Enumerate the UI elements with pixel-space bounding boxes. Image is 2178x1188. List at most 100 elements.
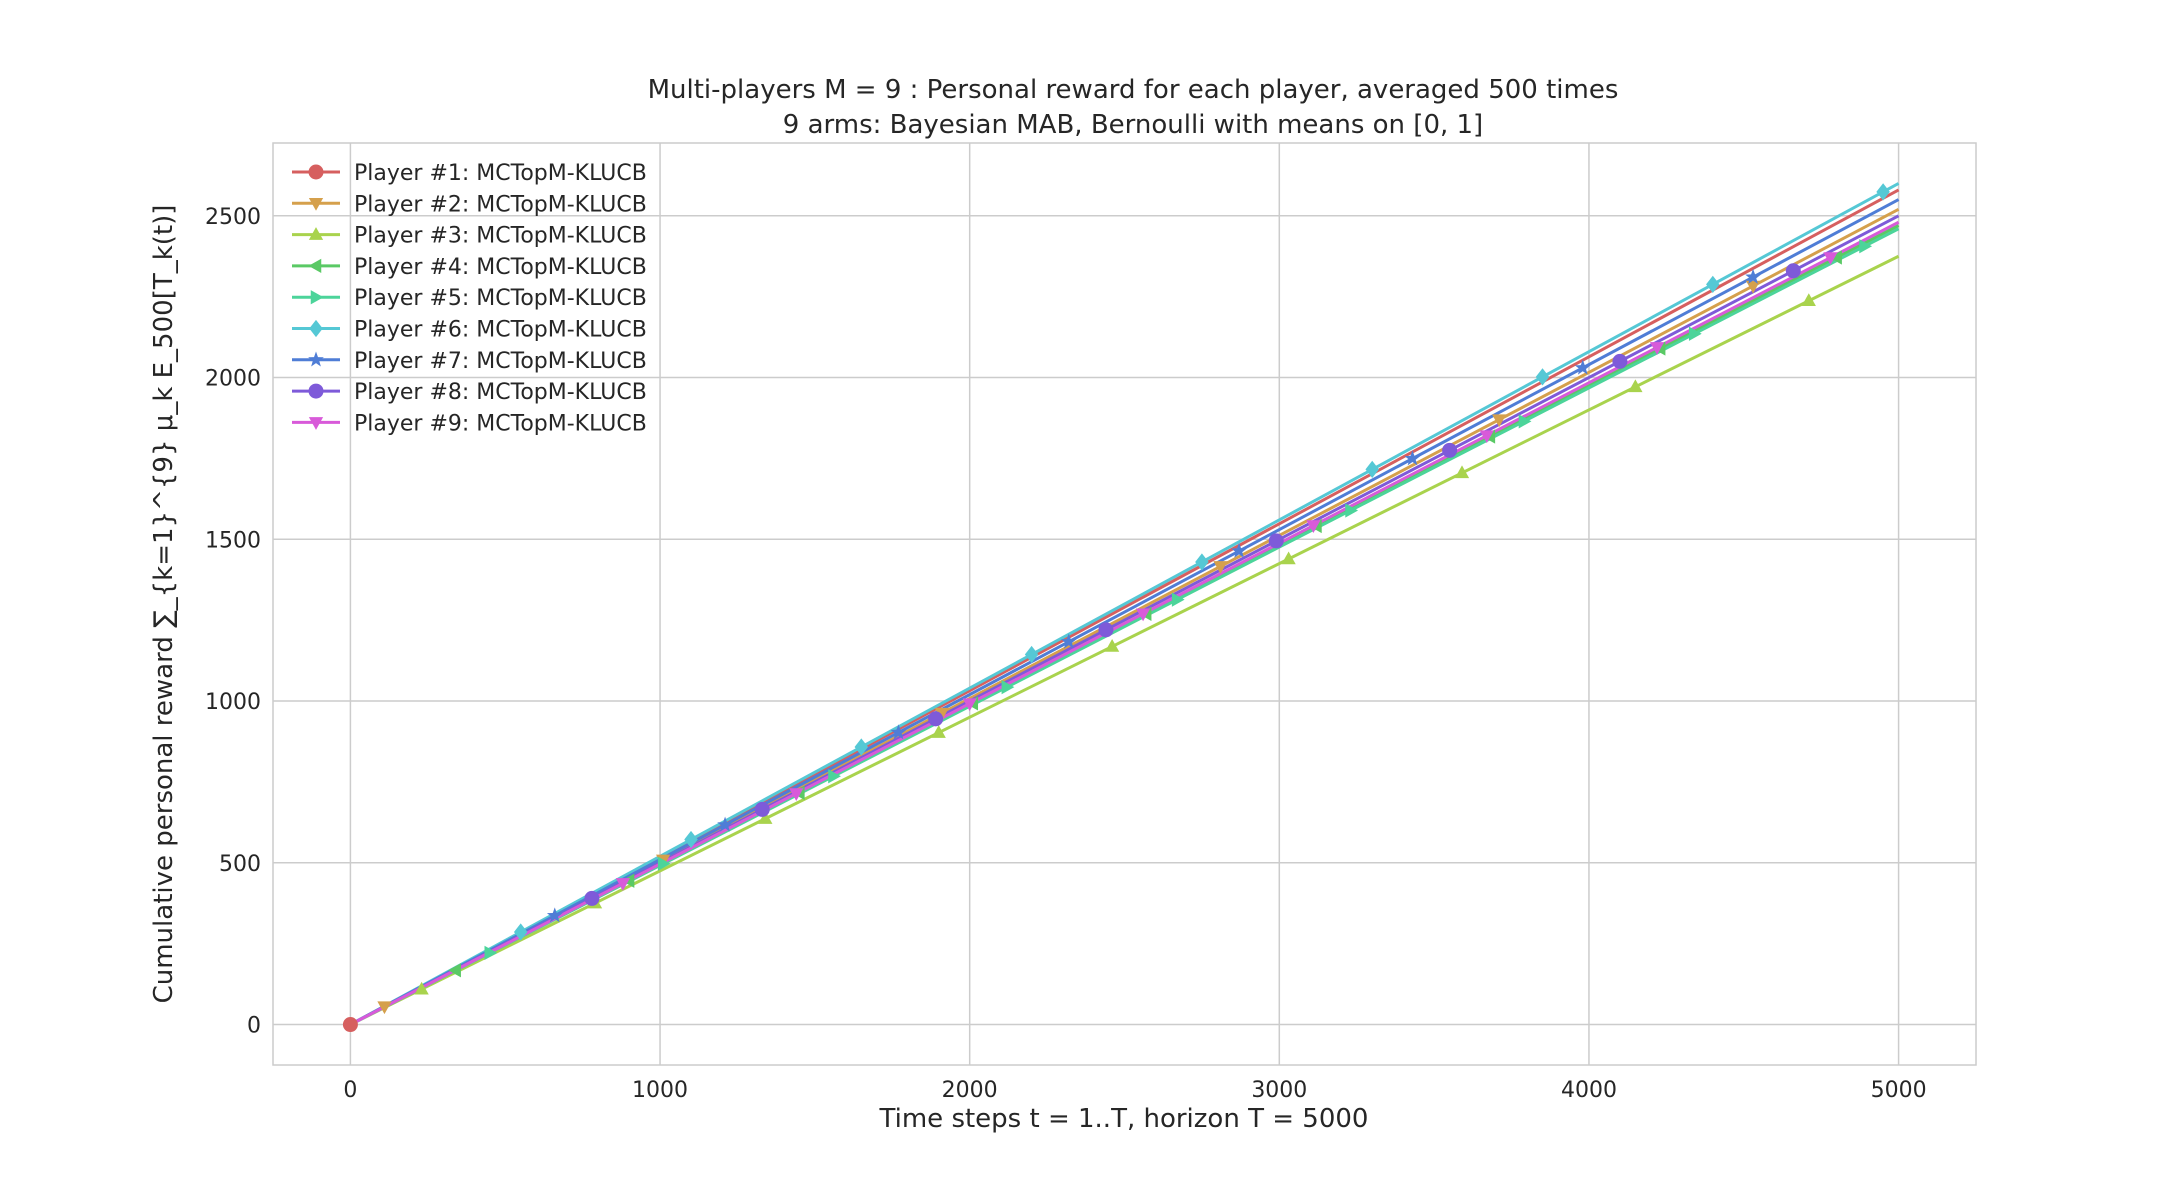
data-point-player-5 [1345, 503, 1359, 518]
legend-marker [309, 319, 323, 338]
series-line-player-7 [349, 198, 1900, 1026]
data-point-player-3 [1801, 293, 1816, 307]
tick-labels: 0 1000 2000 3000 4000 5000 0 500 1000 1500 2000 250… [205, 205, 1927, 1103]
data-point-player-8 [1612, 353, 1628, 369]
data-point-player-3 [414, 981, 429, 995]
data-point-player-7 [1231, 542, 1247, 558]
data-point-player-6 [854, 738, 869, 756]
data-point-player-3 [1104, 639, 1120, 652]
data-point-player-6 [1024, 645, 1039, 664]
legend-label: Player #3: MCTopM-KLUCB [354, 224, 647, 249]
y-tick-label: 0 [247, 1014, 261, 1039]
legend-item-player-8: Player #8: MCTopM-KLUCB [292, 380, 647, 405]
legend-label: Player #1: MCTopM-KLUCB [354, 161, 647, 186]
data-point-player-5 [1001, 680, 1015, 695]
data-point-player-5 [657, 856, 671, 871]
x-tick-label: 3000 [1251, 1078, 1307, 1103]
x-tick-label: 5000 [1871, 1078, 1927, 1103]
data-point-player-6 [513, 923, 528, 941]
data-point-player-2 [377, 1001, 392, 1015]
chart-title-line-2: 9 arms: Bayesian MAB, Bernoulli with mea… [783, 110, 1483, 140]
series-line-player-3 [349, 254, 1900, 1026]
data-point-player-8 [1442, 442, 1458, 458]
data-point-player-5 [484, 945, 498, 961]
y-tick-label: 2000 [205, 367, 261, 392]
data-point-player-8 [928, 711, 944, 727]
data-point-player-7 [546, 907, 563, 923]
legend-item-player-7: Player #7: MCTopM-KLUCB [292, 349, 647, 374]
data-point-player-9 [962, 698, 977, 712]
legend-item-player-4: Player #4: MCTopM-KLUCB [292, 255, 647, 280]
data-point-player-3 [931, 725, 946, 738]
legend-item-player-1: Player #1: MCTopM-KLUCB [292, 161, 647, 186]
y-tick-label: 500 [219, 852, 261, 877]
legend-label: Player #9: MCTopM-KLUCB [354, 411, 647, 436]
y-axis-label: Cumulative personal reward ∑_{k=1}^{9} μ… [149, 205, 179, 1004]
data-point-player-6 [1876, 183, 1890, 201]
data-point-player-7 [1745, 268, 1761, 284]
data-point-player-5 [1518, 414, 1532, 429]
data-point-player-1 [342, 1017, 358, 1033]
data-point-player-4 [448, 963, 461, 978]
legend-label: Player #5: MCTopM-KLUCB [354, 286, 647, 311]
data-point-player-5 [1688, 326, 1702, 341]
x-tick-label: 4000 [1561, 1078, 1617, 1103]
data-point-player-7 [1060, 633, 1077, 649]
legend-label: Player #2: MCTopM-KLUCB [354, 192, 647, 217]
data-point-player-3 [1281, 551, 1296, 565]
data-point-player-5 [1859, 239, 1873, 254]
data-point-player-6 [684, 830, 698, 849]
legend-marker [308, 198, 324, 211]
data-point-player-9 [1306, 520, 1321, 534]
y-tick-label: 1000 [205, 690, 261, 715]
data-point-player-3 [1628, 379, 1643, 393]
data-point-player-6 [1706, 275, 1720, 293]
y-tick-label: 2500 [205, 205, 261, 230]
data-point-player-2 [1745, 280, 1761, 294]
legend-marker [308, 227, 324, 240]
legend-item-player-3: Player #3: MCTopM-KLUCB [292, 224, 647, 249]
legend-item-player-2: Player #2: MCTopM-KLUCB [292, 192, 647, 217]
data-point-player-8 [754, 801, 770, 817]
legend-marker [308, 258, 322, 274]
x-tick-label: 2000 [942, 1078, 998, 1103]
data-point-player-9 [615, 878, 631, 891]
legend-item-player-5: Player #5: MCTopM-KLUCB [292, 286, 647, 311]
legend: Player #1: MCTopM-KLUCB Player #2: MCTopM… [292, 161, 647, 436]
data-point-player-3 [758, 811, 773, 824]
data-point-player-9 [1479, 430, 1494, 444]
legend-marker [308, 383, 324, 399]
legend-label: Player #8: MCTopM-KLUCB [354, 380, 647, 405]
series-lines [349, 182, 1900, 1026]
data-point-player-5 [828, 769, 841, 784]
data-point-player-4 [1829, 250, 1842, 265]
data-point-player-7 [717, 816, 733, 832]
grid [273, 143, 1976, 1065]
legend-item-player-6: Player #6: MCTopM-KLUCB [292, 318, 647, 343]
y-tick-label: 1500 [205, 528, 261, 553]
legend-label: Player #4: MCTopM-KLUCB [354, 255, 647, 280]
data-point-player-2 [1213, 561, 1228, 574]
data-point-player-5 [1171, 592, 1185, 607]
data-point-player-3 [1454, 465, 1470, 479]
x-axis-label: Time steps t = 1..T, horizon T = 5000 [879, 1104, 1369, 1134]
series-line-player-6 [349, 182, 1900, 1026]
series-markers [342, 183, 1890, 1033]
legend-marker [308, 164, 324, 180]
data-point-player-6 [1365, 460, 1379, 479]
data-point-player-9 [1649, 342, 1665, 355]
data-point-player-8 [584, 890, 600, 906]
data-point-player-2 [934, 707, 949, 721]
data-point-player-8 [1785, 263, 1801, 279]
legend-marker [308, 417, 324, 430]
data-point-player-9 [789, 788, 804, 801]
chart-title-line-1: Multi-players M = 9 : Personal reward fo… [648, 75, 1619, 105]
legend-label: Player #7: MCTopM-KLUCB [354, 349, 647, 374]
data-point-player-7 [1404, 450, 1421, 466]
data-point-player-6 [1195, 553, 1209, 571]
data-point-player-6 [1535, 368, 1550, 386]
legend-marker [308, 351, 324, 367]
data-point-player-8 [1268, 533, 1284, 549]
x-tick-label: 1000 [632, 1078, 688, 1103]
